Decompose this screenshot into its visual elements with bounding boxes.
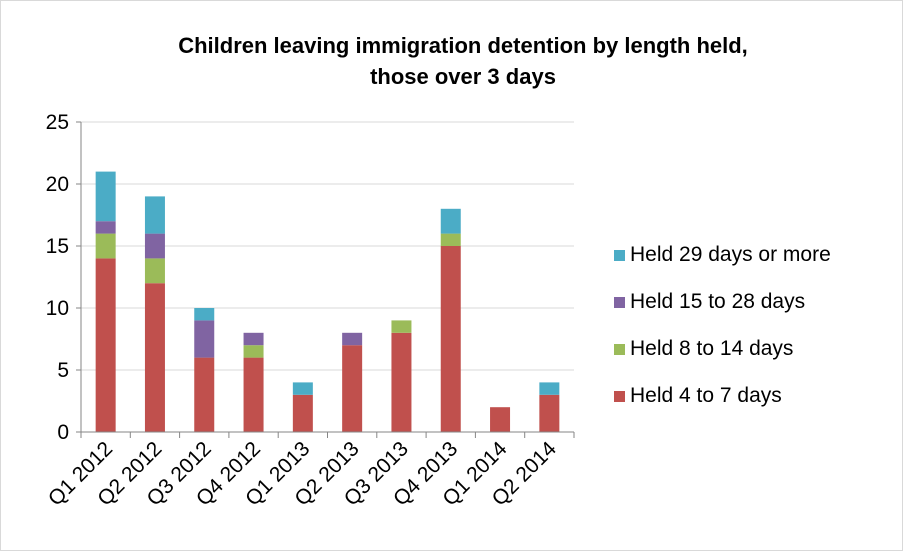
- legend-label: Held 29 days or more: [630, 243, 831, 266]
- bar-segment-held-4-to-7-days: [391, 332, 412, 432]
- y-tick-label: 20: [46, 173, 69, 196]
- legend-label: Held 8 to 14 days: [630, 337, 793, 360]
- bar-segment-held-4-to-7-days: [194, 357, 215, 432]
- bar-segment-held-8-to-14-days: [144, 258, 165, 284]
- bar-segment-held-4-to-7-days: [243, 357, 264, 432]
- chart-title-line-2: those over 3 days: [370, 64, 556, 89]
- bar-segment-held-4-to-7-days: [292, 394, 313, 432]
- bar-segment-held-29-days-or-more: [539, 382, 560, 395]
- bar-segment-held-4-to-7-days: [490, 407, 511, 432]
- bar-segment-held-8-to-14-days: [243, 345, 264, 358]
- bar-segment-held-15-to-28-days: [243, 332, 264, 346]
- bar-segment-held-4-to-7-days: [144, 283, 165, 432]
- bar-segment-held-29-days-or-more: [440, 208, 461, 234]
- bar-segment-held-29-days-or-more: [194, 308, 215, 321]
- y-tick-label: 5: [57, 359, 69, 382]
- bar-segment-held-8-to-14-days: [440, 233, 461, 246]
- bar-segment-held-15-to-28-days: [342, 332, 363, 346]
- bar-segment-held-29-days-or-more: [95, 171, 116, 222]
- bar-segment-held-4-to-7-days: [342, 345, 363, 432]
- bar-segment-held-8-to-14-days: [391, 320, 412, 333]
- legend-swatch: [614, 250, 625, 261]
- legend-swatch: [614, 391, 625, 402]
- bar-segment-held-15-to-28-days: [194, 320, 215, 358]
- y-tick-label: 25: [46, 111, 69, 134]
- y-tick-label: 15: [46, 235, 69, 258]
- bars: [95, 171, 560, 432]
- bar-segment-held-29-days-or-more: [144, 196, 165, 234]
- legend-label: Held 4 to 7 days: [630, 384, 782, 407]
- bar-segment-held-4-to-7-days: [440, 246, 461, 432]
- bar-segment-held-15-to-28-days: [95, 221, 116, 234]
- legend: Held 29 days or more Held 15 to 28 days He…: [614, 243, 831, 407]
- bar-segment-held-15-to-28-days: [144, 233, 165, 259]
- bar-segment-held-8-to-14-days: [95, 233, 116, 259]
- legend-swatch: [614, 344, 625, 355]
- y-tick-label: 10: [46, 297, 69, 320]
- legend-swatch: [614, 297, 625, 308]
- bar-segment-held-4-to-7-days: [539, 394, 560, 432]
- bar-segment-held-29-days-or-more: [292, 382, 313, 395]
- bar-segment-held-4-to-7-days: [95, 258, 116, 432]
- chart-title-line-1: Children leaving immigration detention b…: [178, 33, 748, 58]
- y-tick-label: 0: [57, 421, 69, 444]
- legend-label: Held 15 to 28 days: [630, 290, 805, 313]
